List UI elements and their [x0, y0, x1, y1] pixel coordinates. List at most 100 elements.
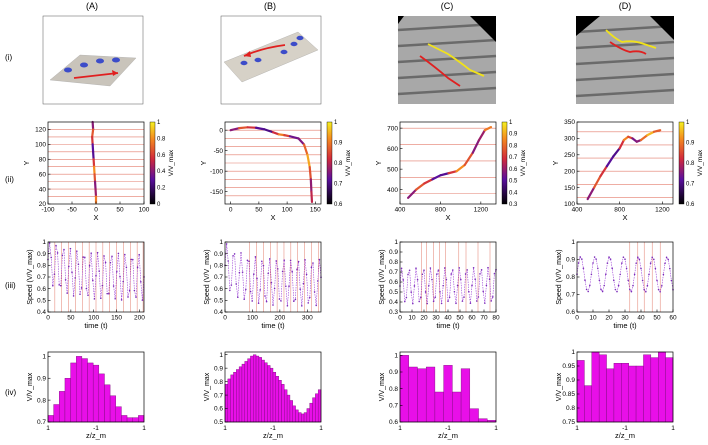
- histogram-bar: [233, 371, 237, 423]
- x-axis-label: z/z_m: [86, 431, 106, 440]
- histogram-bar: [286, 394, 291, 423]
- speed-point: [283, 259, 286, 262]
- trajectory-segment: [415, 182, 426, 191]
- chart-A-iii: 0 50 100 150 200 0.4 0.5 0.6 0.7 0.8 0.9 1 time (t) S…: [27, 239, 145, 330]
- y-tick-label: 350: [564, 119, 575, 126]
- x-tick-label: 100: [247, 315, 258, 322]
- x-tick-label: 200: [134, 315, 145, 322]
- speed-point: [141, 299, 144, 301]
- speed-point: [405, 296, 408, 299]
- x-tick-label: 60: [468, 315, 476, 322]
- speed-point: [577, 262, 580, 264]
- y-tick-label: 0.5: [37, 298, 46, 305]
- histogram-bar: [434, 391, 444, 423]
- speed-point: [664, 262, 666, 265]
- speed-point: [119, 275, 121, 278]
- speed-point: [424, 291, 427, 293]
- trajectory-segment: [447, 170, 458, 175]
- y-tick-label: 0.6: [214, 286, 223, 293]
- speed-point: [71, 271, 73, 274]
- speed-point: [233, 253, 236, 255]
- speed-point: [624, 258, 626, 261]
- histogram-bar: [81, 358, 88, 423]
- cell-marker: [240, 60, 248, 66]
- histogram-bar: [312, 397, 316, 423]
- speed-point: [597, 267, 599, 270]
- histogram-bar: [417, 368, 427, 423]
- speed-point: [611, 267, 613, 270]
- histogram-bar: [104, 384, 111, 423]
- x-axis-label: X: [270, 213, 275, 222]
- speed-point: [120, 299, 123, 301]
- speed-point: [128, 289, 131, 292]
- x-tick-label: 30: [432, 315, 440, 322]
- speed-point: [96, 251, 99, 254]
- y-tick-label: 20: [39, 201, 47, 208]
- speed-point: [648, 273, 650, 276]
- y-tick-label: 1: [394, 239, 398, 246]
- speed-point: [440, 302, 443, 305]
- trajectory-segment: [471, 139, 480, 154]
- y-tick-label: 0.5: [389, 289, 398, 296]
- chart-B-iii: 0 100 200 300 0.4 0.5 0.6 0.7 0.8 0.9 1 time (t) Spe…: [204, 239, 322, 330]
- speed-point: [625, 267, 628, 270]
- histogram-bar: [281, 384, 285, 423]
- histogram-bar: [241, 363, 245, 423]
- x-tick-label: 100: [88, 315, 99, 322]
- plot-frame: [576, 121, 674, 205]
- speed-point: [461, 300, 464, 302]
- trajectory-segment: [423, 178, 434, 185]
- histogram-bar: [244, 361, 248, 423]
- speed-point: [77, 263, 80, 265]
- y-tick-label: 100: [564, 201, 575, 208]
- histogram-bar: [621, 363, 629, 423]
- speed-point: [95, 274, 97, 277]
- row-label-i: (i): [5, 53, 12, 62]
- speed-point: [606, 262, 609, 264]
- histogram-bar: [272, 371, 277, 423]
- trajectory-segment: [263, 128, 275, 134]
- y-tick-label: 400: [387, 187, 398, 194]
- speed-point: [447, 300, 449, 303]
- speed-point: [317, 280, 319, 282]
- cell-marker: [112, 57, 120, 63]
- cell-marker: [296, 35, 304, 41]
- x-tick-label: 800: [435, 207, 446, 214]
- histogram-bar: [258, 357, 262, 423]
- plot-frame: [399, 351, 497, 423]
- colorbar-tick-label: 1: [686, 120, 690, 126]
- speed-point: [412, 302, 414, 305]
- speed-point: [130, 258, 132, 261]
- y-axis-label: Speed (V/V_max): [204, 249, 211, 304]
- y-tick-label: 1: [571, 239, 575, 246]
- trajectory-segment: [592, 175, 602, 189]
- speed-point: [410, 291, 413, 293]
- speed-point: [468, 290, 470, 293]
- speed-point: [429, 267, 432, 269]
- speed-point: [291, 270, 294, 273]
- speed-point: [80, 287, 83, 289]
- speed-point: [601, 290, 604, 293]
- chart-B-ii: 0 50 100 150 -150 -100 -50 0 X Y 0.6 0.7 0.8 0.9 1 V/V_…: [201, 120, 352, 222]
- speed-point: [585, 288, 588, 291]
- histogram-bar: [98, 373, 105, 423]
- trajectory-segment: [586, 186, 596, 201]
- speed-point: [100, 297, 102, 300]
- speed-point: [617, 284, 620, 287]
- speed-point: [616, 290, 618, 293]
- histogram-bar: [306, 408, 310, 423]
- speed-point: [285, 285, 287, 287]
- x-tick-label: 1: [319, 425, 323, 432]
- histogram-bar: [460, 368, 471, 423]
- histogram-bar: [121, 415, 128, 423]
- column-label-b: (B): [264, 1, 276, 11]
- histogram-bar: [253, 354, 257, 423]
- speed-point: [240, 252, 242, 254]
- histogram-bar: [298, 412, 302, 423]
- speed-point: [637, 256, 639, 259]
- histogram-bar: [275, 376, 279, 423]
- speed-point: [227, 260, 229, 262]
- x-tick-label: 40: [444, 315, 452, 322]
- trajectory-segment: [463, 151, 474, 167]
- y-tick-label: 100: [35, 142, 46, 149]
